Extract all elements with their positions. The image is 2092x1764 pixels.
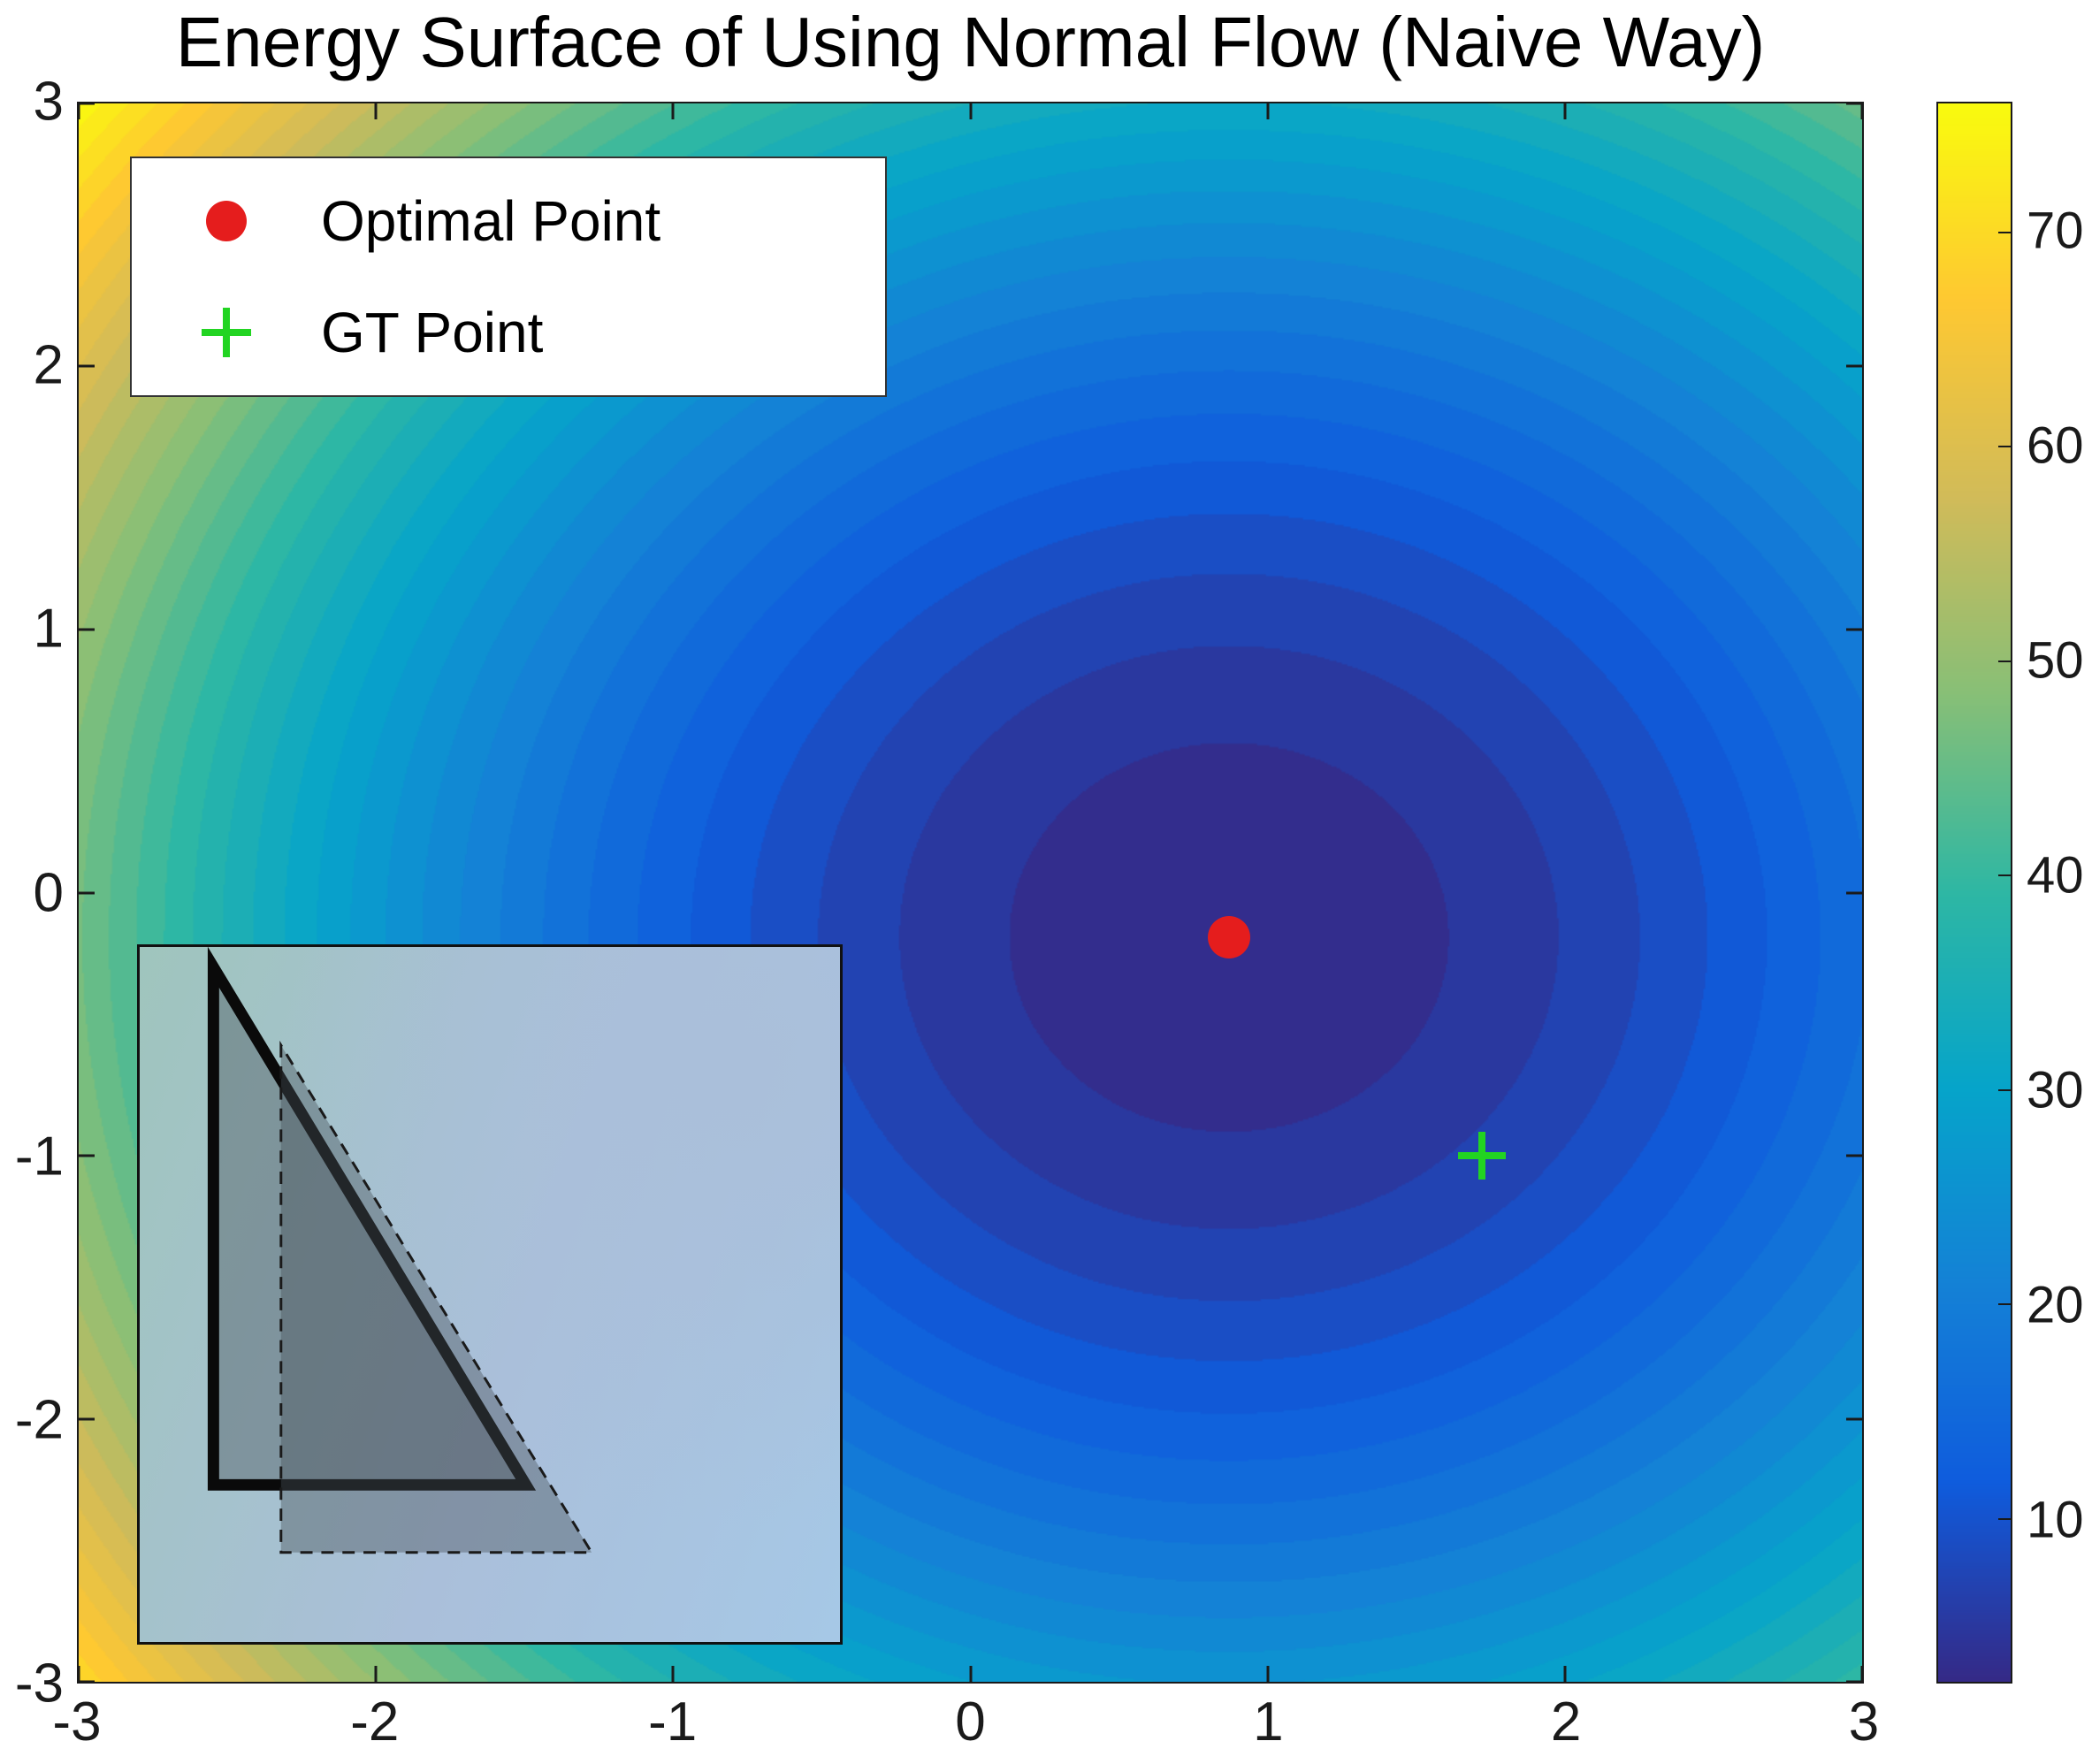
tick-mark (671, 103, 675, 119)
chart-title: Energy Surface of Using Normal Flow (Nai… (175, 3, 1766, 81)
tick-mark (1846, 1417, 1862, 1420)
y-tick-label: 3 (33, 71, 64, 133)
gt-point-marker-icon (202, 308, 251, 357)
colorbar-tick-mark (1998, 231, 2011, 233)
tick-mark (79, 364, 95, 368)
tick-mark (1846, 102, 1862, 105)
x-tick-label: 3 (1848, 1691, 1880, 1753)
x-tick-label: 2 (1550, 1691, 1582, 1753)
tick-mark (79, 628, 95, 631)
tick-mark (1860, 103, 1864, 119)
colorbar-tick-label: 60 (2027, 416, 2084, 475)
x-tick-label: 0 (955, 1691, 986, 1753)
colorbar-tick-mark (1998, 1517, 2011, 1520)
legend-marker-cell (132, 308, 321, 357)
colorbar-tick-mark (1998, 874, 2011, 877)
colorbar-tick-labels: 10 20 30 40 50 60 70 (2027, 102, 2092, 1684)
y-tick-label: -1 (14, 1126, 64, 1187)
tick-mark (79, 102, 95, 105)
tick-mark (77, 103, 80, 119)
y-axis-tick-labels: -3 -2 -1 0 1 2 3 (0, 72, 64, 1714)
inset-triangle-image (137, 944, 843, 1645)
colorbar-tick-mark (1998, 660, 2011, 662)
solid-triangle (207, 947, 537, 1491)
y-tick-label: -3 (14, 1653, 64, 1714)
tick-mark (374, 1666, 378, 1682)
plot-area: Optimal Point GT Point (77, 102, 1864, 1684)
tick-mark (1860, 1666, 1864, 1682)
tick-mark (79, 1417, 95, 1420)
x-tick-label: -1 (648, 1691, 698, 1753)
legend-entry-gt-point: GT Point (132, 277, 885, 388)
tick-mark (79, 891, 95, 894)
y-tick-label: 0 (33, 862, 64, 923)
tick-mark (1846, 1680, 1862, 1684)
tick-mark (1846, 628, 1862, 631)
y-tick-label: -2 (14, 1389, 64, 1451)
colorbar-tick-label: 20 (2027, 1276, 2084, 1334)
legend-label-optimal-point: Optimal Point (321, 189, 661, 253)
legend-marker-cell (132, 201, 321, 241)
colorbar-tick-mark (1998, 446, 2011, 448)
legend: Optimal Point GT Point (130, 157, 887, 397)
gt-point-marker (1457, 1131, 1506, 1180)
tick-mark (374, 103, 378, 119)
x-tick-label: 1 (1253, 1691, 1284, 1753)
colorbar-tick-label: 50 (2027, 631, 2084, 690)
tick-mark (1563, 103, 1567, 119)
tick-mark (969, 1666, 972, 1682)
tick-mark (79, 1680, 95, 1684)
y-tick-label: 1 (33, 598, 64, 660)
optimal-point-marker-icon (206, 201, 247, 241)
colorbar-tick-mark (1998, 1303, 2011, 1306)
tick-mark (671, 1666, 675, 1682)
dashed-triangle (279, 1040, 594, 1554)
tick-mark (1846, 891, 1862, 894)
tick-mark (1266, 103, 1270, 119)
x-axis-tick-labels: -3 -2 -1 0 1 2 3 (52, 1691, 1879, 1761)
tick-mark (77, 1666, 80, 1682)
colorbar (1936, 102, 2012, 1684)
tick-mark (969, 103, 972, 119)
tick-mark (1563, 1666, 1567, 1682)
legend-label-gt-point: GT Point (321, 301, 544, 364)
tick-mark (1266, 1666, 1270, 1682)
colorbar-tick-label: 10 (2027, 1491, 2084, 1549)
colorbar-tick-label: 30 (2027, 1061, 2084, 1119)
y-tick-label: 2 (33, 334, 64, 396)
tick-mark (1846, 1154, 1862, 1157)
legend-entry-optimal-point: Optimal Point (132, 165, 885, 277)
colorbar-tick-label: 40 (2027, 846, 2084, 905)
x-tick-label: -2 (350, 1691, 400, 1753)
optimal-point-marker (1207, 916, 1250, 959)
inset-drawing (207, 947, 594, 1554)
tick-mark (79, 1154, 95, 1157)
colorbar-tick-label: 70 (2027, 202, 2084, 260)
red-dot-icon (1207, 916, 1250, 959)
x-tick-label: -3 (52, 1691, 102, 1753)
colorbar-tick-mark (1998, 1088, 2011, 1091)
green-plus-icon (1457, 1131, 1506, 1180)
tick-mark (1846, 364, 1862, 368)
colorbar-gradient (1938, 103, 2011, 1682)
